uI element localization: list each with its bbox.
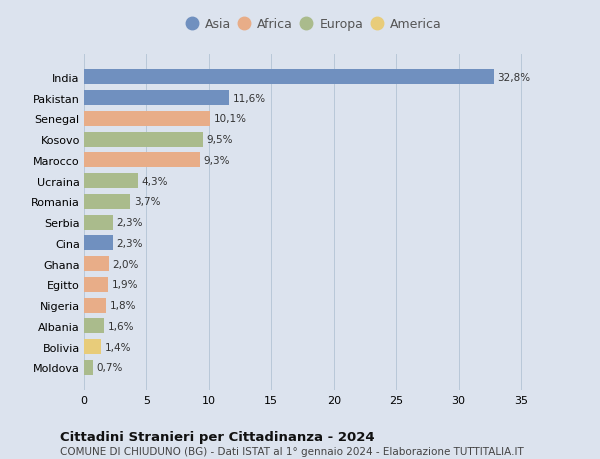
Text: 3,7%: 3,7% <box>134 197 160 207</box>
Bar <box>84 277 108 292</box>
Bar <box>84 195 130 209</box>
Text: 0,7%: 0,7% <box>97 363 123 372</box>
Text: 9,5%: 9,5% <box>206 135 233 145</box>
Bar <box>84 112 210 127</box>
Text: 32,8%: 32,8% <box>497 73 530 83</box>
Text: COMUNE DI CHIUDUNO (BG) - Dati ISTAT al 1° gennaio 2024 - Elaborazione TUTTITALI: COMUNE DI CHIUDUNO (BG) - Dati ISTAT al … <box>60 446 524 456</box>
Text: 1,4%: 1,4% <box>105 342 132 352</box>
Bar <box>84 174 137 189</box>
Bar <box>84 215 113 230</box>
Bar <box>84 319 104 334</box>
Legend: Asia, Africa, Europa, America: Asia, Africa, Europa, America <box>185 14 445 35</box>
Bar <box>84 360 93 375</box>
Text: 4,3%: 4,3% <box>142 176 168 186</box>
Bar <box>84 257 109 271</box>
Bar <box>84 236 113 251</box>
Text: 2,3%: 2,3% <box>116 218 143 228</box>
Text: 9,3%: 9,3% <box>204 156 230 166</box>
Text: 11,6%: 11,6% <box>233 94 266 103</box>
Text: 1,9%: 1,9% <box>112 280 138 290</box>
Bar <box>84 339 101 354</box>
Text: 1,8%: 1,8% <box>110 300 137 310</box>
Text: 1,6%: 1,6% <box>108 321 134 331</box>
Bar <box>84 91 229 106</box>
Bar <box>84 70 494 85</box>
Bar <box>84 153 200 168</box>
Text: 10,1%: 10,1% <box>214 114 247 124</box>
Text: Cittadini Stranieri per Cittadinanza - 2024: Cittadini Stranieri per Cittadinanza - 2… <box>60 431 374 443</box>
Bar <box>84 132 203 147</box>
Text: 2,0%: 2,0% <box>113 259 139 269</box>
Bar <box>84 298 106 313</box>
Text: 2,3%: 2,3% <box>116 238 143 248</box>
